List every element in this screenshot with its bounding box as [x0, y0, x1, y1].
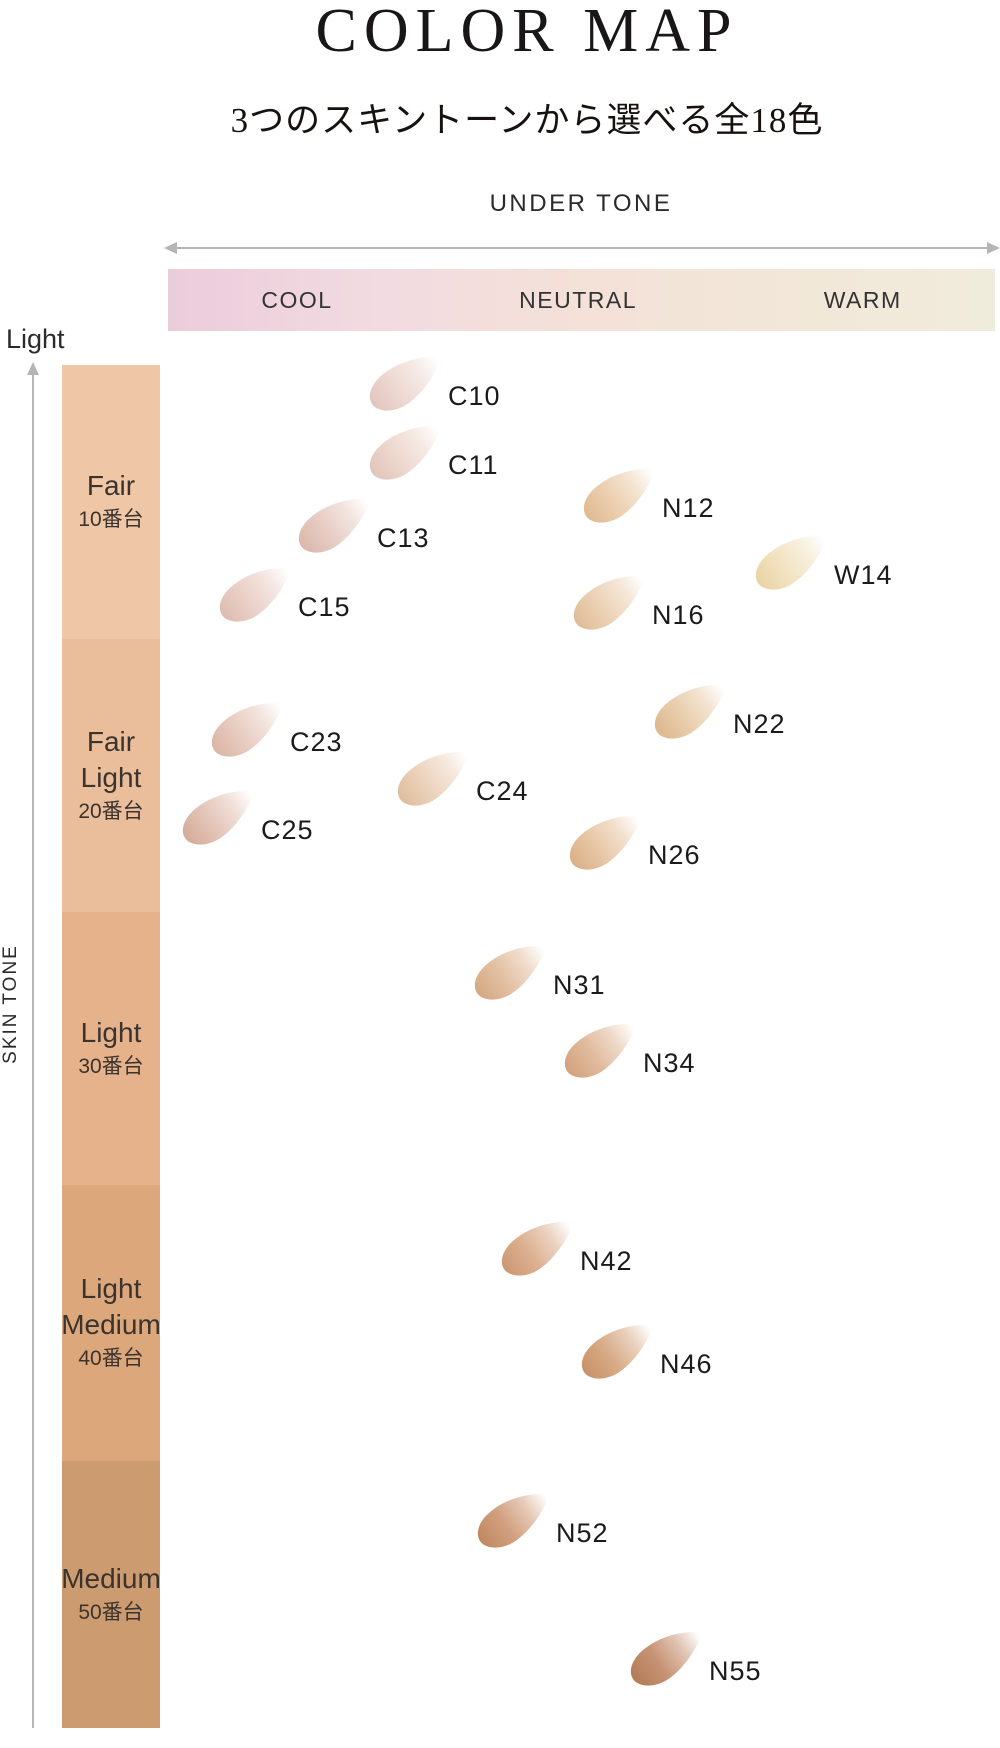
shade-label-c25: C25: [261, 815, 314, 845]
shade-swatch-n46: [574, 1323, 656, 1382]
undertone-zone-cool: COOL: [261, 286, 333, 313]
shade-swatch-n26: [562, 814, 644, 873]
shade-swatch-c15: [212, 566, 294, 625]
undertone-axis-arrow: [164, 242, 1000, 254]
shade-label-w14: W14: [834, 560, 893, 590]
skintone-segment-light-medium: Light Medium 40番台: [61, 1185, 161, 1461]
undertone-zone-neutral: NEUTRAL: [519, 286, 638, 313]
skintone-segment-range: 10番台: [78, 508, 144, 531]
shade-label-n34: N34: [643, 1048, 696, 1078]
shade-label-n55: N55: [709, 1656, 762, 1686]
arrow-left-icon: [164, 242, 177, 254]
shade-label-c11: C11: [448, 450, 499, 480]
skintone-segment-range: 30番台: [78, 1054, 144, 1078]
shade-label-n42: N42: [580, 1246, 633, 1276]
shade-label-c24: C24: [476, 776, 529, 806]
shade-swatch-c23: [204, 701, 286, 760]
shade-swatch-w14: [748, 534, 830, 593]
page-subtitle: 3つのスキントーンから選べる全18色: [230, 101, 824, 140]
shade-swatch-n52: [470, 1492, 552, 1551]
skintone-segment-light: Light 30番台: [62, 912, 160, 1185]
undertone-zone-warm: WARM: [823, 286, 902, 313]
shade-label-c23: C23: [290, 727, 343, 757]
arrow-up-icon: [27, 362, 39, 375]
undertone-gradient-bar: COOL NEUTRAL WARM: [168, 269, 995, 331]
shade-label-n31: N31: [553, 970, 606, 1000]
skintone-segment-range: 20番台: [78, 799, 144, 823]
shade-swatch-n42: [494, 1220, 576, 1279]
skintone-segment-medium: Medium 50番台: [61, 1461, 161, 1728]
skintone-segment-name: Medium: [61, 1562, 161, 1594]
shade-swatch-n55: [623, 1630, 705, 1689]
shade-label-n12: N12: [662, 493, 715, 523]
skintone-segment-name: Medium: [61, 1309, 161, 1340]
shade-swatch-c25: [175, 789, 257, 848]
shade-swatch-c11: [362, 424, 444, 483]
shade-label-n16: N16: [652, 600, 705, 630]
shade-label-c10: C10: [448, 381, 501, 411]
skintone-scale: Fair 10番台 Fair Light 20番台 Light 30番台 Light Mediu…: [61, 365, 161, 1728]
shade-swatch-n22: [647, 683, 729, 742]
shade-label-n46: N46: [660, 1349, 713, 1379]
shade-swatch-n34: [557, 1022, 639, 1081]
shade-swatch-n31: [467, 944, 549, 1003]
skintone-segment-range: 50番台: [78, 1600, 144, 1624]
shade-swatch-n16: [566, 574, 648, 633]
shade-label-n22: N22: [733, 709, 786, 739]
skintone-segment-fair: Fair 10番台: [62, 365, 160, 639]
skintone-segment-name: Light: [80, 1016, 142, 1048]
skintone-segment-fair-light: Fair Light 20番台: [62, 639, 160, 912]
shade-label-n52: N52: [556, 1518, 609, 1548]
shade-label-c13: C13: [377, 523, 430, 553]
skintone-segment-name: Fair: [86, 725, 136, 757]
shade-swatch-n12: [576, 467, 658, 526]
skintone-axis-arrow: [27, 362, 39, 1728]
skintone-segment-name: Light: [80, 1273, 142, 1304]
shade-swatch-c13: [291, 497, 373, 556]
undertone-axis-title: UNDER TONE: [489, 190, 673, 217]
skintone-axis-title: SKIN TONE: [0, 944, 21, 1064]
shade-label-c15: C15: [298, 592, 351, 622]
shade-swatch-c24: [390, 750, 472, 809]
shade-label-n26: N26: [648, 840, 701, 870]
skintone-segment-name: Fair: [86, 470, 136, 501]
skintone-segment-range: 40番台: [78, 1347, 144, 1370]
arrow-right-icon: [987, 242, 1000, 254]
skintone-segment-name: Light: [80, 761, 142, 793]
skintone-direction-label: Light: [6, 324, 65, 354]
shade-swatch-c10: [362, 355, 444, 414]
page-title: COLOR MAP: [315, 0, 739, 65]
